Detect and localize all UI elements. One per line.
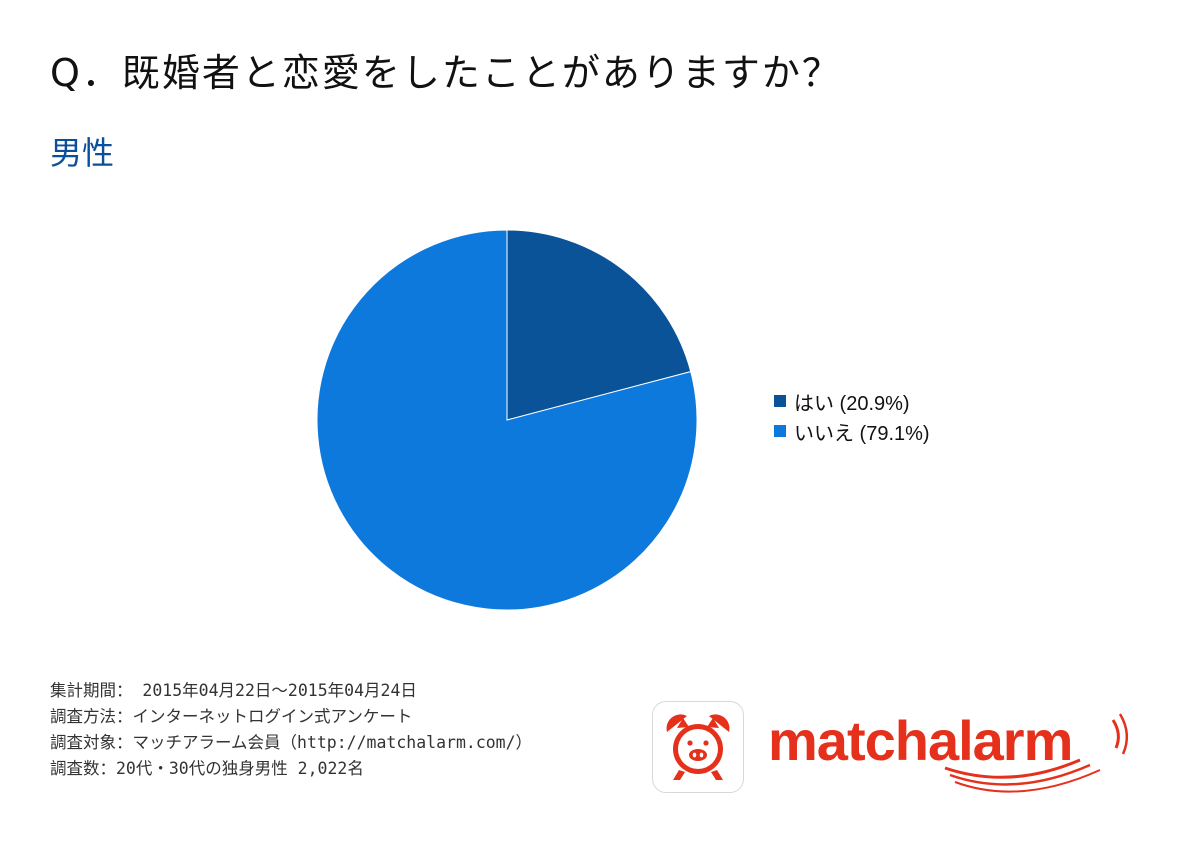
survey-count: 調査数：20代・30代の独身男性 2,022名: [50, 759, 364, 778]
legend-item: はい (20.9%): [774, 386, 930, 416]
survey-period: 集計期間： 2015年04月22日～2015年04月24日: [50, 681, 417, 700]
app-icon: [652, 701, 744, 793]
alarm-clock-pig-icon: [666, 714, 730, 780]
chart-legend: はい (20.9%) いいえ (79.1%): [774, 386, 930, 446]
pie-slice-no: [316, 229, 698, 611]
legend-swatch: [774, 425, 786, 437]
legend-label: はい (20.9%): [794, 392, 910, 415]
legend-label: いいえ (79.1%): [794, 422, 930, 445]
pie-slice-yes: [506, 229, 692, 421]
question-title: Q．既婚者と恋愛をしたことがありますか？: [50, 51, 842, 95]
survey-footer: 集計期間： 2015年04月22日～2015年04月24日 調査方法：インターネ…: [50, 678, 532, 782]
legend-item: いいえ (79.1%): [774, 416, 930, 446]
brand-wordmark: matchalarm: [768, 709, 1073, 772]
legend-swatch: [774, 395, 786, 407]
survey-target: 調査対象：マッチアラーム会員（http://matchalarm.com/）: [50, 733, 533, 752]
survey-method: 調査方法：インターネットログイン式アンケート: [50, 707, 413, 726]
pie-slices: [316, 229, 698, 611]
chart-subtitle: 男性: [50, 134, 115, 172]
